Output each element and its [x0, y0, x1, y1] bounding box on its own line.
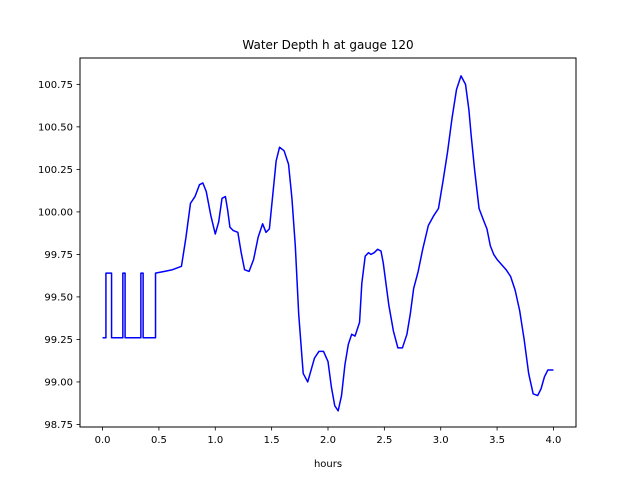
- x-tick-label: 0.5: [151, 435, 167, 446]
- y-tick-label: 99.00: [44, 377, 73, 388]
- x-axis-ticks: 0.0 0.5 1.0 1.5 2.0 2.5 3.0 3.5 4.0: [95, 427, 562, 446]
- series-line-0: [102, 75, 554, 412]
- y-tick-label: 100.50: [38, 122, 73, 133]
- series-layer: [102, 75, 554, 412]
- x-tick-label: 0.0: [95, 435, 111, 446]
- y-tick-label: 99.50: [44, 292, 73, 303]
- y-tick-label: 98.75: [44, 420, 73, 431]
- chart-title: Water Depth h at gauge 120: [242, 38, 413, 52]
- plot-area: [80, 58, 576, 427]
- y-axis-ticks: 98.75 99.00 99.25 99.50 99.75 100.00 100.25 100…: [38, 80, 80, 431]
- y-tick-label: 99.75: [44, 250, 73, 261]
- x-tick-label: 3.5: [489, 435, 505, 446]
- y-tick-label: 100.25: [38, 165, 73, 176]
- y-tick-label: 100.75: [38, 80, 73, 91]
- x-tick-label: 4.0: [546, 435, 562, 446]
- y-tick-label: 100.00: [38, 207, 73, 218]
- y-tick-label: 99.25: [44, 335, 73, 346]
- x-tick-label: 1.5: [264, 435, 280, 446]
- x-tick-label: 3.0: [433, 435, 449, 446]
- x-tick-label: 2.0: [320, 435, 336, 446]
- x-axis-label: hours: [314, 459, 342, 470]
- x-tick-label: 2.5: [376, 435, 392, 446]
- x-tick-label: 1.0: [207, 435, 223, 446]
